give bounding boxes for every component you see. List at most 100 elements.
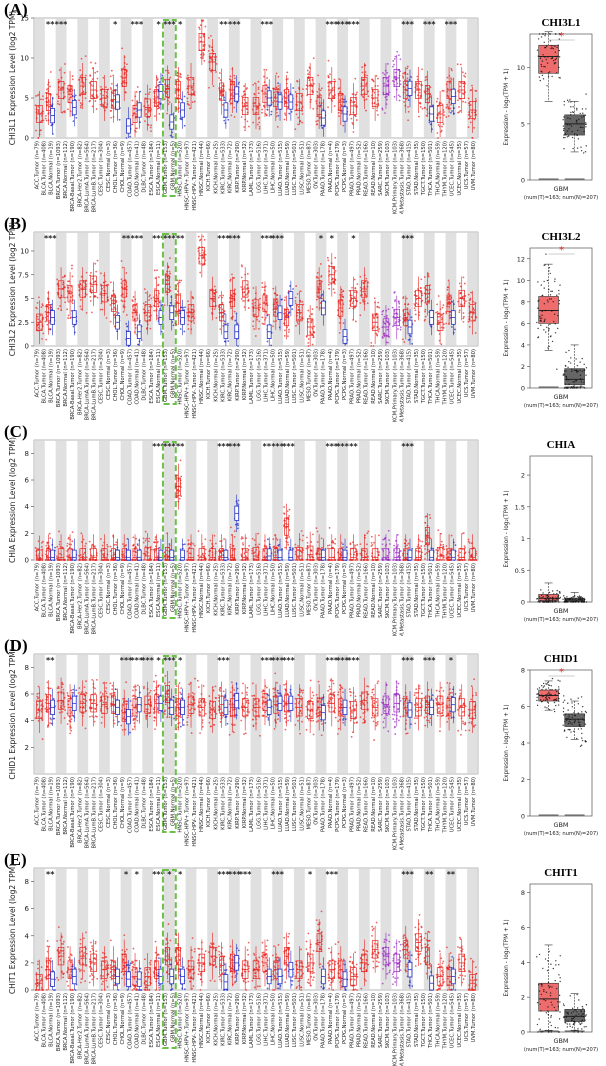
data-point — [301, 300, 304, 303]
y-tick-label: 7.5 — [18, 271, 29, 279]
significance-marker: *** — [347, 20, 360, 29]
x-tick-label: HNSC-HPV-.Tumor (n=421) — [192, 349, 198, 419]
significance-marker: *** — [217, 442, 230, 451]
x-tick-label: ESCA.Normal (n=11) — [156, 349, 162, 403]
data-point — [353, 296, 356, 299]
data-point — [407, 106, 409, 108]
data-point — [469, 104, 472, 106]
data-point — [402, 72, 405, 75]
x-tick-label: KICH.Normal (n=25) — [213, 349, 219, 402]
significance-marker: *** — [423, 20, 436, 29]
data-point — [359, 314, 362, 317]
data-point — [234, 523, 237, 526]
data-point — [470, 89, 473, 91]
data-point — [176, 492, 179, 495]
significance-marker: *** — [163, 442, 176, 451]
data-point — [255, 316, 258, 319]
data-point — [554, 323, 556, 325]
data-point — [233, 536, 236, 538]
x-tick-label: STAD.Normal (n=35) — [414, 141, 420, 195]
data-point — [571, 368, 573, 371]
data-point — [411, 343, 414, 345]
data-point — [104, 280, 107, 283]
data-point — [367, 281, 370, 284]
data-point — [171, 136, 174, 138]
data-point — [120, 260, 123, 262]
normal-box — [277, 549, 283, 561]
data-point — [243, 291, 246, 294]
x-tick-label: ESCA.Tumor (n=184) — [149, 141, 155, 196]
data-point — [84, 545, 86, 547]
data-point — [316, 123, 319, 126]
data-point — [474, 97, 477, 100]
data-point — [183, 543, 186, 546]
data-point — [68, 291, 70, 294]
significance-marker: *** — [163, 234, 176, 243]
significance-marker: ** — [263, 442, 272, 451]
data-point — [558, 299, 561, 302]
data-point — [57, 100, 59, 103]
data-point — [136, 86, 139, 88]
data-point — [356, 559, 359, 561]
data-point — [252, 83, 255, 86]
data-point — [299, 290, 302, 293]
data-point — [289, 285, 291, 287]
data-point — [473, 309, 476, 312]
data-point — [95, 270, 98, 273]
y-tick-label: 10 — [517, 64, 525, 72]
data-point — [550, 290, 552, 293]
column-shade — [163, 18, 175, 138]
data-point — [428, 121, 431, 124]
data-point — [154, 90, 157, 93]
data-point — [563, 148, 565, 150]
tumor-box — [198, 548, 206, 561]
data-point — [372, 315, 375, 317]
data-point — [457, 90, 459, 92]
data-point — [283, 506, 286, 508]
data-point — [161, 74, 164, 77]
data-point — [219, 540, 221, 543]
data-point — [80, 57, 83, 60]
data-point — [241, 536, 243, 538]
data-point — [566, 130, 569, 132]
data-point — [319, 93, 322, 96]
data-point — [388, 559, 391, 561]
data-point — [295, 285, 298, 287]
data-point — [578, 118, 580, 121]
data-point — [558, 38, 560, 40]
data-point — [240, 298, 243, 300]
y-tick-label: 10 — [20, 55, 29, 63]
data-point — [406, 77, 409, 80]
data-point — [62, 283, 64, 286]
tumor-box — [187, 548, 195, 561]
data-point — [35, 129, 37, 132]
data-point — [338, 99, 341, 102]
x-tick-label: COAD.Normal (n=41) — [135, 349, 141, 405]
data-point — [564, 133, 566, 135]
data-point — [135, 537, 138, 540]
data-point — [175, 284, 178, 287]
column-shade — [380, 232, 392, 346]
data-point — [81, 81, 83, 84]
data-point — [305, 547, 308, 550]
data-point — [584, 387, 586, 389]
data-point — [45, 544, 48, 547]
data-point — [148, 116, 151, 119]
data-point — [223, 310, 226, 313]
significance-marker: *** — [44, 234, 57, 243]
data-point — [190, 315, 193, 318]
data-point — [340, 291, 343, 294]
data-point — [405, 84, 408, 87]
x-tick-label: LAML.Tumor (n=173) — [249, 141, 255, 196]
data-point — [145, 113, 148, 115]
data-point — [70, 543, 73, 546]
data-point — [418, 91, 421, 94]
x-tick-label: HNSC.Tumor (n=520) — [178, 349, 184, 405]
data-point — [230, 317, 233, 320]
data-point — [286, 107, 289, 110]
data-point — [204, 253, 207, 256]
data-point — [124, 279, 127, 281]
data-point — [227, 118, 230, 121]
data-point — [69, 317, 72, 320]
data-point — [468, 325, 471, 328]
